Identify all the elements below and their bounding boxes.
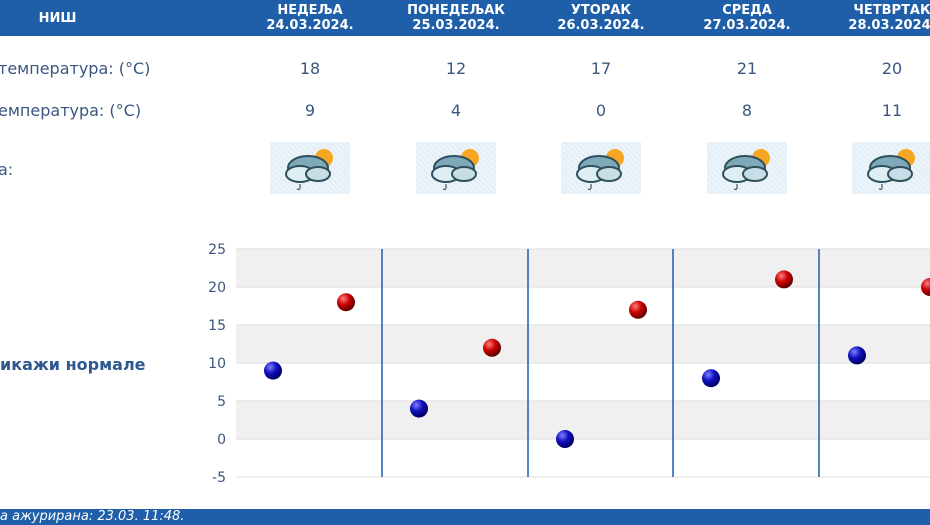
y-tick-label: 20	[208, 280, 226, 296]
partly-cloudy-rain-icon	[270, 142, 350, 194]
y-tick-label: 10	[208, 356, 226, 372]
max-temp-value: 12	[445, 59, 467, 78]
day-date: 27.03.2024.	[703, 18, 791, 33]
show-normals-link[interactable]: икажи нормале	[0, 355, 146, 374]
min-temp-point	[410, 399, 428, 418]
max-temp-value: 21	[736, 59, 758, 78]
partly-cloudy-rain-icon	[416, 142, 496, 194]
weather-label: а:	[0, 160, 14, 179]
grid-band	[236, 401, 930, 439]
max-temp-value: 17	[590, 59, 612, 78]
min-temp-point	[556, 430, 574, 448]
max-temp-value: 20	[881, 59, 903, 78]
y-tick-label: 15	[208, 318, 226, 334]
day-date: 24.03.2024.	[266, 18, 354, 33]
day-name: ЧЕТВРТАК	[853, 3, 930, 18]
max-temp-point	[775, 270, 793, 289]
min-temp-value: 0	[595, 101, 607, 120]
y-tick-label: 0	[217, 432, 226, 448]
min-temp-value: 4	[450, 101, 462, 120]
min-temp-point	[264, 361, 282, 380]
min-temp-value: 11	[881, 101, 903, 120]
min-temp-value: 8	[741, 101, 753, 120]
min-temp-point	[702, 369, 720, 388]
day-header: ЧЕТВРТАК 28.03.2024.	[819, 3, 930, 33]
grid-band	[236, 249, 930, 287]
partly-cloudy-rain-icon	[707, 142, 787, 194]
day-header: ПОНЕДЕЉАК 25.03.2024.	[383, 3, 529, 33]
min-temp-point	[848, 346, 866, 365]
y-tick-label: 25	[208, 242, 226, 258]
max-temp-point	[483, 338, 501, 357]
partly-cloudy-rain-icon	[561, 142, 641, 194]
day-date: 28.03.2024.	[848, 18, 930, 33]
last-updated: а ажурирана: 23.03. 11:48.	[0, 509, 930, 525]
min-temp-label: емпература: (°C)	[0, 101, 142, 120]
max-temp-point	[629, 300, 647, 319]
max-temp-label: температура: (°C)	[0, 59, 151, 78]
max-temp-value: 18	[299, 59, 321, 78]
city-name: НИШ	[38, 11, 77, 26]
max-temp-point	[921, 278, 930, 296]
partly-cloudy-rain-icon	[852, 142, 930, 194]
day-name: СРЕДА	[722, 3, 772, 18]
y-tick-label: -5	[212, 470, 226, 486]
day-date: 25.03.2024.	[412, 18, 500, 33]
y-tick-label: 5	[217, 394, 226, 410]
max-temp-point	[337, 293, 355, 312]
header-bar: НИШ НЕДЕЉА 24.03.2024. ПОНЕДЕЉАК 25.03.2024…	[0, 0, 930, 36]
day-date: 26.03.2024.	[557, 18, 645, 33]
day-header: СРЕДА 27.03.2024.	[674, 3, 820, 33]
day-name: НЕДЕЉА	[277, 3, 343, 18]
day-header: УТОРАК 26.03.2024.	[528, 3, 674, 33]
grid-band	[236, 325, 930, 363]
day-header: НЕДЕЉА 24.03.2024.	[237, 3, 383, 33]
min-temp-value: 9	[304, 101, 316, 120]
day-name: ПОНЕДЕЉАК	[407, 3, 505, 18]
day-name: УТОРАК	[570, 3, 632, 18]
